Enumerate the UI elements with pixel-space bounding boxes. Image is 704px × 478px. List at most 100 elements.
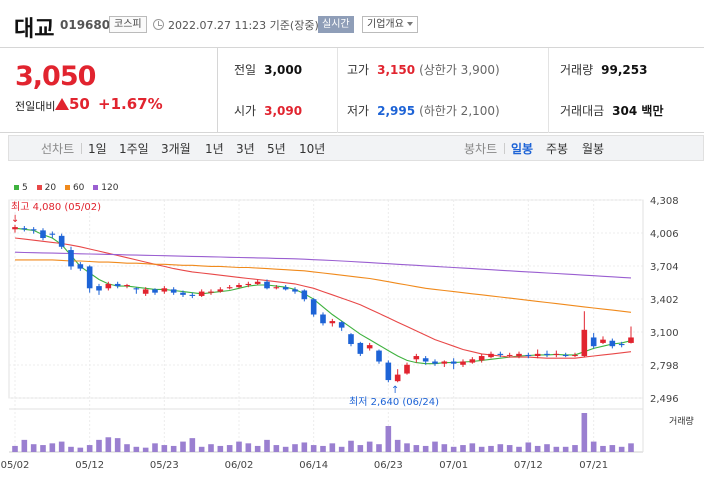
- company-overview-dropdown[interactable]: 기업개요: [362, 16, 418, 33]
- prev-close-value: 3,000: [264, 63, 303, 77]
- y-tick-label: 3,402: [650, 295, 679, 306]
- legend-item-ma20: 20: [36, 183, 56, 193]
- legend-item-ma5: 5: [14, 183, 28, 193]
- up-triangle-icon: [55, 98, 69, 110]
- volume-bar: [133, 446, 140, 452]
- candle-body: [68, 250, 74, 267]
- volume-bar: [273, 445, 280, 452]
- chart-grid: 4,308 4,006 3,704 3,402 3,100 2,798 2,496 05/02…: [1, 196, 679, 471]
- volume-bar: [292, 444, 298, 452]
- volume-bar: [170, 445, 177, 452]
- volume-bar: [217, 445, 224, 452]
- volume-bar: [282, 446, 289, 452]
- volume-bar: [310, 445, 317, 452]
- candle-body: [525, 354, 532, 357]
- realtime-button[interactable]: 실시간: [318, 16, 354, 33]
- company-overview-label: 기업개요: [367, 19, 404, 30]
- stock-name: 대교: [14, 17, 55, 42]
- volume-bar: [394, 439, 401, 452]
- candle-body: [450, 361, 457, 364]
- candle-body: [572, 354, 578, 357]
- volume-value: 99,253: [601, 63, 648, 77]
- legend-item-ma120: 120: [93, 183, 118, 193]
- volume-bar: [124, 444, 130, 452]
- tab-weekly[interactable]: 주봉: [546, 142, 569, 156]
- timestamp: 2022.07.27 11:23 기준(장중): [168, 19, 319, 32]
- candle-body: [488, 353, 494, 358]
- volume-bar: [96, 439, 102, 452]
- market-badge: 코스피: [109, 16, 147, 33]
- divider: [548, 48, 549, 133]
- candle-body: [49, 233, 56, 235]
- candle-body: [198, 291, 205, 296]
- candle-body: [357, 342, 364, 354]
- volume-bar: [68, 446, 74, 452]
- tab-1d[interactable]: 1일: [88, 142, 107, 156]
- candle-body: [497, 353, 504, 355]
- divider: [337, 48, 338, 133]
- volume-bar: [441, 444, 448, 452]
- x-tick-label: 06/02: [225, 460, 254, 471]
- volume-bar: [478, 446, 485, 452]
- tab-1w[interactable]: 1주일: [119, 142, 149, 156]
- candle-body: [96, 286, 102, 291]
- y-tick-label: 3,704: [650, 262, 679, 273]
- volume-bar: [49, 443, 56, 452]
- open-price: 시가 3,090: [234, 102, 302, 119]
- volume: 거래량 99,253: [560, 61, 647, 78]
- low-value: 2,995: [377, 104, 416, 118]
- max-arrow-icon: ↓: [11, 214, 19, 225]
- candle-body: [282, 287, 289, 290]
- tab-10y[interactable]: 10년: [299, 142, 326, 156]
- volume-bar: [21, 439, 28, 452]
- volume-bar: [366, 441, 373, 452]
- volume-bar: [600, 445, 606, 452]
- candle-body: [114, 283, 121, 287]
- candle-body: [142, 289, 149, 294]
- candle-body: [609, 340, 616, 347]
- candle-body: [469, 359, 476, 363]
- y-tick-label: 2,798: [650, 361, 679, 372]
- candle-body: [152, 289, 158, 293]
- volume-bar: [30, 444, 37, 452]
- legend-swatch: [93, 185, 99, 190]
- volume-bar: [628, 443, 634, 452]
- tab-3m[interactable]: 3개월: [161, 142, 191, 156]
- prev-close: 전일 3,000: [234, 61, 302, 78]
- y-tick-label: 2,496: [650, 394, 679, 405]
- volume-bar: [413, 445, 420, 452]
- volume-bar: [609, 445, 616, 452]
- high-price: 고가 3,150 (상한가 3,900): [347, 61, 500, 78]
- candle-body: [170, 289, 177, 293]
- volume-bar: [534, 445, 541, 452]
- volume-bar: [572, 445, 578, 452]
- candle-body: [292, 289, 298, 292]
- trade-amount-value: 304 백만: [612, 104, 664, 118]
- volume-bar: [432, 441, 438, 452]
- tab-daily[interactable]: 일봉: [511, 142, 534, 156]
- candle-body: [21, 228, 28, 230]
- candle-body: [58, 235, 65, 247]
- tab-5y[interactable]: 5년: [267, 142, 286, 156]
- tab-monthly[interactable]: 월봉: [582, 142, 605, 156]
- candle-body: [534, 353, 541, 357]
- divider: [81, 143, 82, 154]
- candle-body: [422, 358, 429, 362]
- volume-bar: [40, 445, 46, 452]
- ma-line-120: [14, 251, 632, 279]
- tab-3y[interactable]: 3년: [236, 142, 255, 156]
- volume-bar: [357, 445, 364, 452]
- candle-body: [366, 345, 373, 349]
- volume-bar: [544, 444, 550, 452]
- volume-bar: [245, 443, 252, 452]
- candle-body: [329, 321, 336, 324]
- x-tick-label: 07/12: [514, 460, 543, 471]
- volume-bar: [236, 441, 242, 452]
- tab-1y[interactable]: 1년: [205, 142, 224, 156]
- current-price: 3,050: [15, 61, 96, 92]
- volume-bar: [516, 446, 522, 452]
- candle-body: [161, 288, 168, 292]
- low-label: 저가: [347, 104, 370, 118]
- volume-bar: [562, 446, 569, 452]
